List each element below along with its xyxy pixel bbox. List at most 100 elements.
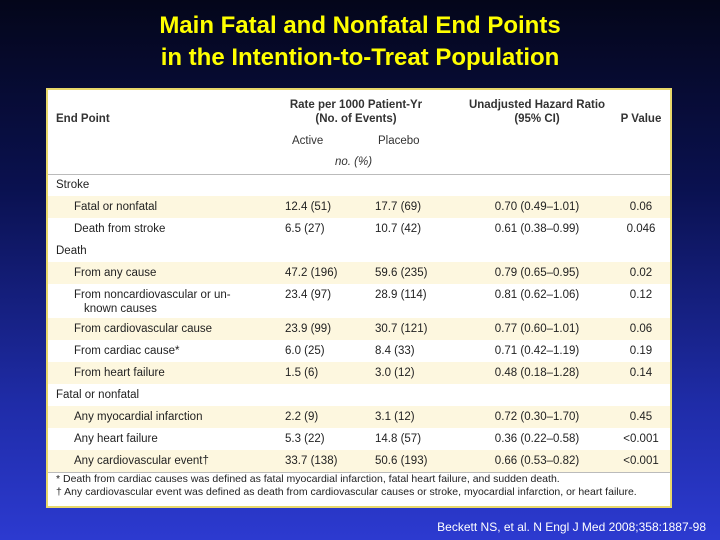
table-row: Any heart failure 5.3 (22) 14.8 (57) 0.36 (…: [48, 428, 670, 450]
hazard-ratio-cell: 0.61 (0.38–0.99): [452, 222, 622, 236]
active-cell: 23.4 (97): [285, 288, 355, 302]
section-row: Death: [48, 240, 670, 262]
placebo-cell: 28.9 (114): [375, 288, 445, 302]
placebo-cell: 10.7 (42): [375, 222, 445, 236]
row-label-text: Any cardiovascular event†: [74, 454, 209, 468]
row-label: Death: [56, 244, 87, 258]
row-label-text: Fatal or nonfatal: [74, 200, 157, 214]
table-row: Any cardiovascular event† 33.7 (138) 50.6 …: [48, 450, 670, 472]
row-label: Death from stroke: [74, 222, 165, 236]
hazard-ratio-cell: 0.79 (0.65–0.95): [452, 266, 622, 280]
row-label-text: Death from stroke: [74, 222, 165, 236]
hazard-ratio-cell: 0.81 (0.62–1.06): [452, 288, 622, 302]
active-cell: 6.5 (27): [285, 222, 355, 236]
hazard-ratio-cell: 0.77 (0.60–1.01): [452, 322, 622, 336]
row-label: Fatal or nonfatal: [56, 388, 139, 402]
row-label: From cardiovascular cause: [74, 322, 212, 336]
row-label-text-cont: known causes: [74, 302, 231, 316]
placebo-cell: 59.6 (235): [375, 266, 445, 280]
header-placebo: Placebo: [378, 135, 420, 147]
row-label-text: Fatal or nonfatal: [56, 388, 139, 402]
header-active: Active: [292, 135, 323, 147]
table-row: From any cause 47.2 (196) 59.6 (235) 0.79 (…: [48, 262, 670, 284]
p-value-cell: 0.02: [608, 266, 674, 280]
title-line-1: Main Fatal and Nonfatal End Points: [0, 10, 720, 42]
p-value-cell: 0.12: [608, 288, 674, 302]
placebo-cell: 3.1 (12): [375, 410, 445, 424]
table-row: From heart failure 1.5 (6) 3.0 (12) 0.48 (0…: [48, 362, 670, 384]
row-label: From noncardiovascular or un-known cause…: [74, 288, 231, 316]
row-label-text: From heart failure: [74, 366, 165, 380]
placebo-cell: 50.6 (193): [375, 454, 445, 468]
row-label: Any myocardial infarction: [74, 410, 202, 424]
hazard-ratio-cell: 0.71 (0.42–1.19): [452, 344, 622, 358]
section-row: Stroke: [48, 174, 670, 196]
row-label: Any heart failure: [74, 432, 158, 446]
hazard-ratio-cell: 0.66 (0.53–0.82): [452, 454, 622, 468]
hazard-ratio-cell: 0.72 (0.30–1.70): [452, 410, 622, 424]
p-value-cell: 0.06: [608, 322, 674, 336]
active-cell: 33.7 (138): [285, 454, 355, 468]
placebo-cell: 30.7 (121): [375, 322, 445, 336]
footnote-1: * Death from cardiac causes was defined …: [48, 473, 670, 486]
header-end-point: End Point: [56, 112, 110, 126]
row-label-text: Death: [56, 244, 87, 258]
placebo-cell: 3.0 (12): [375, 366, 445, 380]
active-cell: 1.5 (6): [285, 366, 355, 380]
row-label: Any cardiovascular event†: [74, 454, 209, 468]
slide-title: Main Fatal and Nonfatal End Points in th…: [0, 10, 720, 74]
header-hr-line-1: Unadjusted Hazard Ratio: [452, 98, 622, 112]
header-hazard-ratio: Unadjusted Hazard Ratio (95% CI): [452, 98, 622, 126]
title-line-2: in the Intention-to-Treat Population: [0, 42, 720, 74]
table-footnotes: * Death from cardiac causes was defined …: [48, 472, 670, 506]
table-row: From noncardiovascular or un-known cause…: [48, 284, 670, 318]
p-value-cell: 0.19: [608, 344, 674, 358]
row-label: Fatal or nonfatal: [74, 200, 157, 214]
placebo-cell: 17.7 (69): [375, 200, 445, 214]
hazard-ratio-cell: 0.70 (0.49–1.01): [452, 200, 622, 214]
table-row: From cardiac cause* 6.0 (25) 8.4 (33) 0.71 …: [48, 340, 670, 362]
table-header: End Point Rate per 1000 Patient-Yr (No. …: [48, 90, 670, 175]
p-value-cell: 0.046: [608, 222, 674, 236]
p-value-cell: 0.14: [608, 366, 674, 380]
p-value-cell: <0.001: [608, 432, 674, 446]
header-rate: Rate per 1000 Patient-Yr (No. of Events): [276, 98, 436, 126]
row-label-text: From cardiovascular cause: [74, 322, 212, 336]
active-cell: 23.9 (99): [285, 322, 355, 336]
placebo-cell: 8.4 (33): [375, 344, 445, 358]
table-row: From cardiovascular cause 23.9 (99) 30.7 (…: [48, 318, 670, 340]
hazard-ratio-cell: 0.48 (0.18–1.28): [452, 366, 622, 380]
footnote-2: † Any cardiovascular event was defined a…: [48, 486, 670, 499]
header-hr-line-2: (95% CI): [452, 112, 622, 126]
row-label: From cardiac cause*: [74, 344, 179, 358]
row-label-text: From cardiac cause*: [74, 344, 179, 358]
table-row: Any myocardial infarction 2.2 (9) 3.1 (12)…: [48, 406, 670, 428]
header-p-value: P Value: [608, 112, 674, 126]
active-cell: 6.0 (25): [285, 344, 355, 358]
active-cell: 12.4 (51): [285, 200, 355, 214]
row-label: Stroke: [56, 178, 89, 192]
active-cell: 47.2 (196): [285, 266, 355, 280]
table-row: Fatal or nonfatal 12.4 (51) 17.7 (69) 0.70 …: [48, 196, 670, 218]
header-rate-line-2: (No. of Events): [276, 112, 436, 126]
row-label-text: From any cause: [74, 266, 156, 280]
p-value-cell: 0.06: [608, 200, 674, 214]
results-table: End Point Rate per 1000 Patient-Yr (No. …: [46, 88, 672, 508]
row-label-text: Any heart failure: [74, 432, 158, 446]
p-value-cell: <0.001: [608, 454, 674, 468]
placebo-cell: 14.8 (57): [375, 432, 445, 446]
row-label: From any cause: [74, 266, 156, 280]
row-label-text: Stroke: [56, 178, 89, 192]
section-row: Fatal or nonfatal: [48, 384, 670, 406]
hazard-ratio-cell: 0.36 (0.22–0.58): [452, 432, 622, 446]
active-cell: 2.2 (9): [285, 410, 355, 424]
active-cell: 5.3 (22): [285, 432, 355, 446]
table-row: Death from stroke 6.5 (27) 10.7 (42) 0.61 (…: [48, 218, 670, 240]
header-rate-line-1: Rate per 1000 Patient-Yr: [276, 98, 436, 112]
header-units: no. (%): [335, 156, 372, 168]
row-label-text: Any myocardial infarction: [74, 410, 202, 424]
citation: Beckett NS, et al. N Engl J Med 2008;358…: [437, 520, 706, 534]
row-label-text: From noncardiovascular or un-: [74, 288, 231, 302]
p-value-cell: 0.45: [608, 410, 674, 424]
row-label: From heart failure: [74, 366, 165, 380]
